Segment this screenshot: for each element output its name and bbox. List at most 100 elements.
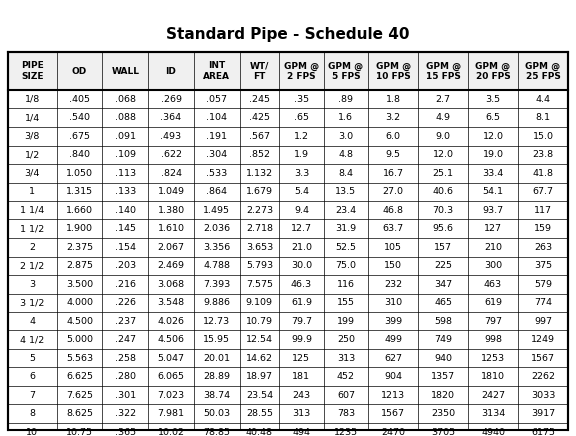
Text: 1.660: 1.660 — [66, 206, 93, 215]
Text: 117: 117 — [534, 206, 552, 215]
Bar — [518, 109, 568, 127]
Text: 210: 210 — [484, 243, 502, 252]
Text: .425: .425 — [249, 113, 270, 122]
Bar — [518, 405, 568, 423]
Text: 313: 313 — [292, 409, 310, 418]
Bar — [368, 219, 418, 238]
Bar — [468, 349, 518, 368]
Text: 250: 250 — [337, 335, 355, 344]
Bar — [194, 275, 240, 293]
Text: 4.000: 4.000 — [66, 298, 93, 307]
Text: .35: .35 — [294, 95, 309, 104]
Text: 3/8: 3/8 — [25, 132, 40, 141]
Text: WALL: WALL — [111, 67, 139, 75]
Text: 10.79: 10.79 — [246, 317, 273, 326]
Text: 46.3: 46.3 — [291, 280, 312, 289]
Text: 41.8: 41.8 — [533, 169, 554, 178]
Bar — [194, 109, 240, 127]
Bar — [57, 52, 103, 90]
Text: .322: .322 — [115, 409, 136, 418]
Bar — [418, 405, 468, 423]
Bar — [103, 256, 148, 275]
Text: 998: 998 — [484, 335, 502, 344]
Text: 4.506: 4.506 — [157, 335, 184, 344]
Text: .154: .154 — [115, 243, 136, 252]
Text: 8.625: 8.625 — [66, 409, 93, 418]
Bar — [468, 238, 518, 256]
Bar — [468, 275, 518, 293]
Text: 1 1/2: 1 1/2 — [20, 224, 44, 233]
Text: .269: .269 — [161, 95, 181, 104]
Text: 232: 232 — [384, 280, 402, 289]
Text: 116: 116 — [337, 280, 355, 289]
Text: .304: .304 — [206, 150, 228, 159]
Text: 61.9: 61.9 — [291, 298, 312, 307]
Bar — [324, 183, 368, 201]
Bar — [103, 293, 148, 312]
Bar — [194, 368, 240, 386]
Bar — [148, 349, 194, 368]
Text: 52.5: 52.5 — [335, 243, 357, 252]
Text: 40.6: 40.6 — [433, 187, 453, 196]
Text: 46.8: 46.8 — [382, 206, 404, 215]
Text: 774: 774 — [534, 298, 552, 307]
Bar — [148, 275, 194, 293]
Text: 155: 155 — [337, 298, 355, 307]
Bar — [8, 219, 57, 238]
Text: 1/4: 1/4 — [25, 113, 40, 122]
Text: .89: .89 — [338, 95, 354, 104]
Text: 28.55: 28.55 — [246, 409, 273, 418]
Text: 4.026: 4.026 — [157, 317, 184, 326]
Text: 9.5: 9.5 — [385, 150, 401, 159]
Bar — [148, 330, 194, 349]
Text: 263: 263 — [534, 243, 552, 252]
Bar — [324, 90, 368, 109]
Bar — [468, 386, 518, 405]
Text: 5.793: 5.793 — [246, 261, 273, 270]
Bar — [194, 146, 240, 164]
Bar — [194, 219, 240, 238]
Text: 23.8: 23.8 — [532, 150, 554, 159]
Bar — [368, 386, 418, 405]
Text: 9.0: 9.0 — [435, 132, 450, 141]
Text: 619: 619 — [484, 298, 502, 307]
Bar — [194, 164, 240, 183]
Text: 4.9: 4.9 — [435, 113, 450, 122]
Bar — [279, 90, 324, 109]
Bar — [148, 183, 194, 201]
Bar — [418, 238, 468, 256]
Text: 3.5: 3.5 — [486, 95, 501, 104]
Text: 12.7: 12.7 — [291, 224, 312, 233]
Text: .280: .280 — [115, 372, 136, 381]
Bar — [240, 219, 279, 238]
Text: 2350: 2350 — [431, 409, 455, 418]
Text: 7.981: 7.981 — [157, 409, 184, 418]
Bar — [368, 127, 418, 146]
Text: 23.54: 23.54 — [246, 391, 273, 400]
Bar — [518, 330, 568, 349]
Text: .088: .088 — [115, 113, 136, 122]
Text: 7.625: 7.625 — [66, 391, 93, 400]
Bar — [324, 368, 368, 386]
Text: 4.4: 4.4 — [536, 95, 551, 104]
Bar — [103, 109, 148, 127]
Text: GPM @
15 FPS: GPM @ 15 FPS — [426, 61, 461, 81]
Bar — [8, 90, 57, 109]
Bar — [240, 146, 279, 164]
Text: 75.0: 75.0 — [335, 261, 357, 270]
Bar — [279, 109, 324, 127]
Bar — [468, 201, 518, 219]
Bar — [240, 238, 279, 256]
Bar — [324, 275, 368, 293]
Text: 494: 494 — [293, 428, 310, 436]
Bar — [279, 368, 324, 386]
Bar — [418, 109, 468, 127]
Text: 6.5: 6.5 — [486, 113, 501, 122]
Bar — [240, 127, 279, 146]
Bar — [518, 201, 568, 219]
Bar — [8, 312, 57, 330]
Bar — [8, 52, 57, 90]
Text: 310: 310 — [384, 298, 402, 307]
Bar — [103, 146, 148, 164]
Bar — [418, 201, 468, 219]
